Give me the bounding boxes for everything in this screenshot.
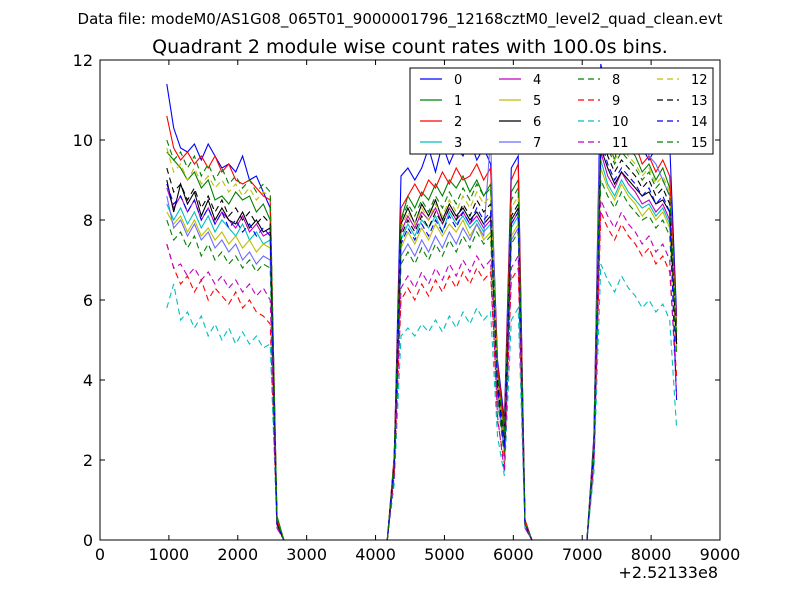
x-axis-offset-label: +2.52133e8 (618, 563, 718, 582)
legend-label-15: 15 (691, 136, 708, 151)
x-tick-label: 4000 (355, 545, 396, 564)
legend-label-7: 7 (533, 136, 541, 151)
legend-label-3: 3 (454, 136, 462, 151)
x-tick-label: 1000 (149, 545, 190, 564)
legend-box (409, 67, 714, 155)
chart-title: Quadrant 2 module wise count rates with … (152, 36, 668, 58)
y-tick-label: 0 (83, 531, 93, 550)
series-line-9 (166, 211, 678, 540)
y-tick-label: 2 (83, 451, 93, 470)
legend-label-14: 14 (691, 115, 708, 130)
series-line-15 (166, 123, 678, 540)
y-tick-label: 12 (73, 51, 93, 70)
x-tick-label: 8000 (631, 545, 672, 564)
legend-label-12: 12 (691, 73, 708, 88)
series-line-1 (166, 111, 678, 540)
x-tick-label: 2000 (217, 545, 258, 564)
x-tick-label: 3000 (286, 545, 327, 564)
series-line-13 (166, 131, 678, 540)
legend-label-13: 13 (691, 94, 708, 109)
series-line-14 (166, 139, 678, 540)
series-line-5 (166, 167, 678, 540)
data-file-title: Data file: modeM0/AS1G08_065T01_90000017… (78, 10, 723, 29)
x-tick-label: 7000 (562, 545, 603, 564)
series-line-6 (166, 147, 678, 540)
series-line-12 (166, 115, 678, 540)
legend-label-4: 4 (533, 73, 541, 88)
legend-label-11: 11 (612, 136, 629, 151)
legend-label-2: 2 (454, 115, 462, 130)
x-tick-label: 6000 (493, 545, 534, 564)
legend-label-0: 0 (454, 73, 462, 88)
y-tick-label: 8 (83, 211, 93, 230)
x-tick-label: 9000 (700, 545, 741, 564)
legend-label-8: 8 (612, 73, 620, 88)
y-tick-label: 10 (73, 131, 93, 150)
legend-label-10: 10 (612, 115, 629, 130)
y-tick-label: 4 (83, 371, 93, 390)
y-tick-label: 6 (83, 291, 93, 310)
x-tick-label: 0 (95, 545, 105, 564)
legend-label-9: 9 (612, 94, 620, 109)
series-line-10 (166, 263, 678, 540)
series-line-11 (166, 199, 678, 540)
legend-label-1: 1 (454, 94, 462, 109)
x-tick-label: 5000 (424, 545, 465, 564)
legend-label-5: 5 (533, 94, 541, 109)
axis-ticks: 0 1000 2000 3000 4000 5000 6000 7000 8000 9000 0 2 4… (73, 51, 741, 564)
series-layer (166, 63, 678, 540)
series-line-8 (166, 179, 678, 540)
legend-label-6: 6 (533, 115, 541, 130)
